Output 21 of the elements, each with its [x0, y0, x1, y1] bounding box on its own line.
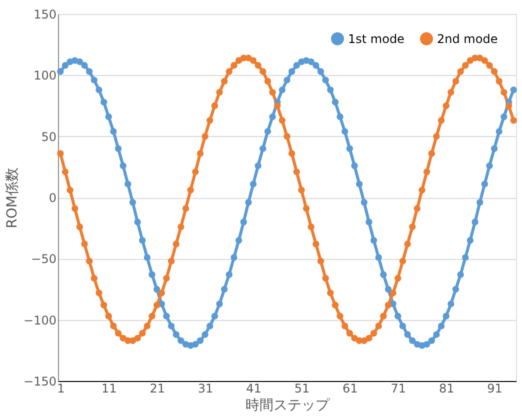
legend-label: 2nd mode: [437, 32, 498, 46]
x-tick-label: 71: [390, 382, 406, 396]
x-tick-label: 51: [294, 382, 310, 396]
x-tick-label: 21: [150, 382, 165, 396]
x-tick-label: 1: [57, 382, 65, 396]
x-tick-label: 11: [101, 382, 117, 396]
y-tick-label: 50: [41, 130, 56, 144]
x-tick-label: 61: [342, 382, 358, 396]
y-tick-label: −150: [24, 374, 56, 388]
y-tick-label: −100: [24, 313, 56, 328]
y-axis-title: ROM係数: [4, 168, 21, 228]
x-axis-title: 時間ステップ: [246, 398, 330, 414]
y-tick-label: −50: [31, 252, 56, 266]
y-tick-label: 150: [34, 8, 56, 22]
x-tick-label: 31: [198, 382, 214, 396]
legend-label: 1st mode: [348, 32, 404, 46]
y-tick-label: 100: [34, 68, 56, 83]
x-tick-label: 81: [438, 382, 454, 396]
y-tick-label: 0: [48, 191, 56, 205]
x-tick-label: 41: [246, 382, 262, 396]
x-tick-label: 91: [487, 382, 502, 396]
